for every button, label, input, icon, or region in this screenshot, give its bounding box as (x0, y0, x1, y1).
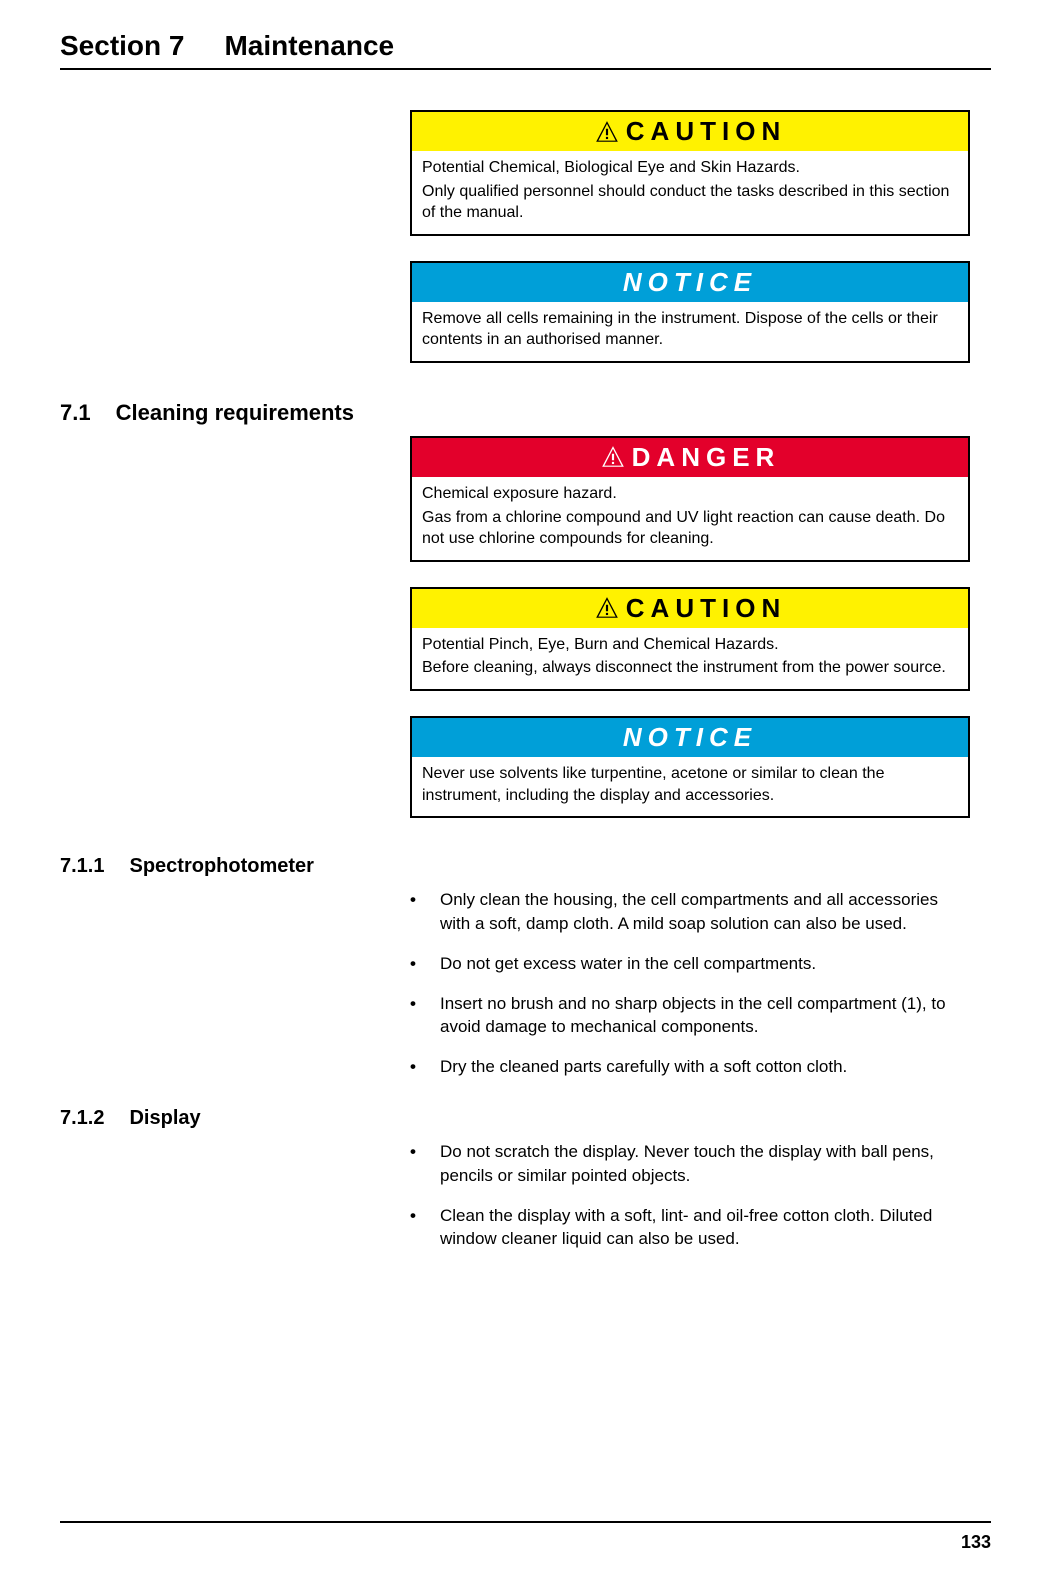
caution-text-2: Only qualified personnel should conduct … (422, 181, 958, 224)
page-number: 133 (961, 1532, 991, 1553)
heading-7-1-title: Cleaning requirements (116, 400, 354, 425)
bullet-text: Do not scratch the display. Never touch … (440, 1140, 970, 1188)
caution-header: CAUTION (412, 112, 968, 151)
section-number: Section 7 (60, 30, 184, 61)
caution-text-3: Potential Pinch, Eye, Burn and Chemical … (422, 634, 958, 656)
divider-top (60, 68, 991, 70)
notice-header: NOTICE (412, 263, 968, 302)
notice-header-2: NOTICE (412, 718, 968, 757)
section-name: Maintenance (224, 30, 394, 61)
caution-text-1: Potential Chemical, Biological Eye and S… (422, 157, 958, 179)
bullets-7-1-2: Do not scratch the display. Never touch … (410, 1140, 970, 1251)
warning-icon (594, 119, 620, 145)
bullet-text: Only clean the housing, the cell compart… (440, 888, 970, 936)
bullet-text: Insert no brush and no sharp objects in … (440, 992, 970, 1040)
bullet-text: Do not get excess water in the cell comp… (440, 952, 816, 976)
list-item: Do not get excess water in the cell comp… (410, 952, 970, 976)
notice-text-1: Remove all cells remaining in the instru… (422, 308, 958, 351)
caution-box: CAUTION Potential Chemical, Biological E… (410, 110, 970, 236)
heading-7-1-1: 7.1.1 Spectrophotometer (60, 855, 390, 878)
bullet-text: Dry the cleaned parts carefully with a s… (440, 1055, 847, 1079)
caution-body: Potential Chemical, Biological Eye and S… (412, 151, 968, 234)
notice-label: NOTICE (623, 267, 757, 298)
danger-label: DANGER (632, 442, 781, 473)
heading-7-1-1-num: 7.1.1 (60, 855, 104, 877)
bullets-7-1-1: Only clean the housing, the cell compart… (410, 888, 970, 1079)
heading-7-1-2: 7.1.2 Display (60, 1107, 390, 1130)
notice-body-2: Never use solvents like turpentine, acet… (412, 757, 968, 816)
section-title: Section 7 Maintenance (60, 30, 991, 62)
caution-body-2: Potential Pinch, Eye, Burn and Chemical … (412, 628, 968, 689)
caution-label-2: CAUTION (626, 593, 786, 624)
notice-body: Remove all cells remaining in the instru… (412, 302, 968, 361)
caution-label: CAUTION (626, 116, 786, 147)
caution-text-4: Before cleaning, always disconnect the i… (422, 657, 958, 679)
danger-header: DANGER (412, 438, 968, 477)
bullet-text: Clean the display with a soft, lint- and… (440, 1204, 970, 1252)
list-item: Clean the display with a soft, lint- and… (410, 1204, 970, 1252)
list-item: Do not scratch the display. Never touch … (410, 1140, 970, 1188)
heading-7-1-2-num: 7.1.2 (60, 1107, 104, 1129)
list-item: Insert no brush and no sharp objects in … (410, 992, 970, 1040)
heading-7-1-2-title: Display (129, 1107, 200, 1129)
danger-box: DANGER Chemical exposure hazard. Gas fro… (410, 436, 970, 562)
caution-box-2: CAUTION Potential Pinch, Eye, Burn and C… (410, 587, 970, 691)
warning-icon (594, 595, 620, 621)
danger-text-2: Gas from a chlorine compound and UV ligh… (422, 507, 958, 550)
notice-label-2: NOTICE (623, 722, 757, 753)
list-item: Dry the cleaned parts carefully with a s… (410, 1055, 970, 1079)
heading-7-1: 7.1 Cleaning requirements (60, 400, 390, 426)
heading-7-1-num: 7.1 (60, 400, 91, 425)
warning-icon (600, 444, 626, 470)
notice-text-2: Never use solvents like turpentine, acet… (422, 763, 958, 806)
notice-box-2: NOTICE Never use solvents like turpentin… (410, 716, 970, 818)
notice-box: NOTICE Remove all cells remaining in the… (410, 261, 970, 363)
heading-7-1-1-title: Spectrophotometer (129, 855, 313, 877)
list-item: Only clean the housing, the cell compart… (410, 888, 970, 936)
caution-header-2: CAUTION (412, 589, 968, 628)
danger-body: Chemical exposure hazard. Gas from a chl… (412, 477, 968, 560)
divider-bottom (60, 1521, 991, 1523)
danger-text-1: Chemical exposure hazard. (422, 483, 958, 505)
